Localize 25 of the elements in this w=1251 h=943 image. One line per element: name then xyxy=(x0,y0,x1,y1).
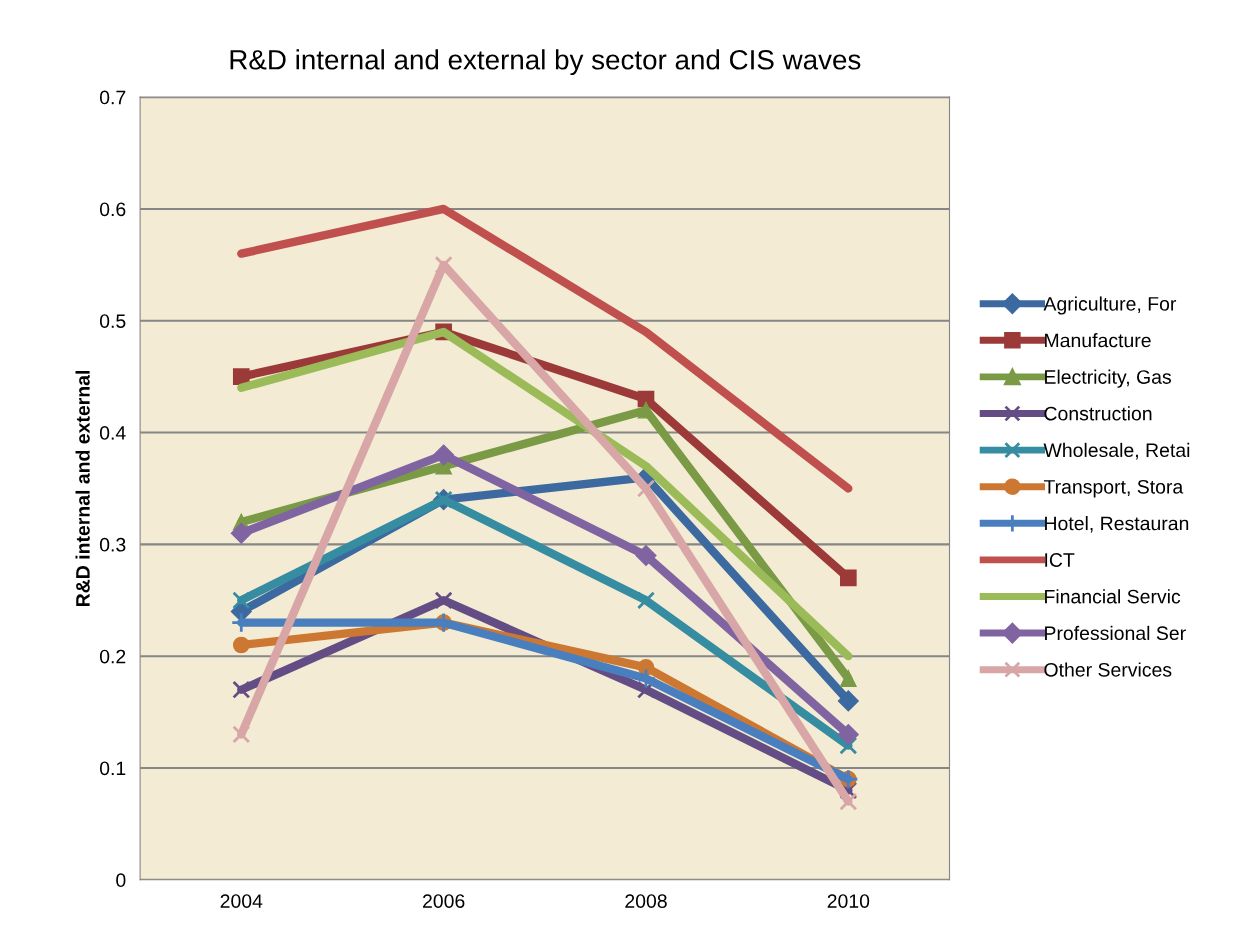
y-tick-label: 0 xyxy=(116,873,126,888)
chart-title: R&D internal and external by sector and CIS waves xyxy=(230,49,861,76)
legend-label: Hotel, Restauran xyxy=(1045,516,1189,533)
legend-label: Transport, Stora xyxy=(1043,479,1184,498)
legend-label: Agriculture, For xyxy=(1043,296,1177,315)
y-tick-label: 0.3 xyxy=(99,537,126,552)
legend-label: Other Services xyxy=(1044,662,1172,677)
y-tick-label: 0.2 xyxy=(99,649,126,664)
y-axis-title: R&D internal and external xyxy=(75,370,90,607)
legend-label: Professional Ser xyxy=(1045,625,1186,641)
legend-label: ICT xyxy=(1045,553,1075,567)
y-tick-label: 0.6 xyxy=(99,202,126,217)
legend-label: Manufacture xyxy=(1045,333,1151,348)
y-tick-label: 0.1 xyxy=(99,761,126,776)
y-tick-label: 0.4 xyxy=(99,426,126,440)
x-tick-label: 2004 xyxy=(220,894,263,908)
x-tick-label: 2010 xyxy=(827,894,870,908)
y-tick-label: 0.7 xyxy=(99,90,126,105)
legend-label: Wholesale, Retai xyxy=(1043,442,1190,460)
y-tick-label: 0.5 xyxy=(99,314,126,328)
legend-label: Financial Servic xyxy=(1045,589,1181,604)
x-tick-label: 2006 xyxy=(422,894,465,908)
legend-label: Construction xyxy=(1044,406,1152,421)
x-tick-label: 2008 xyxy=(625,894,667,908)
legend-label: Electricity, Gas xyxy=(1045,369,1171,388)
